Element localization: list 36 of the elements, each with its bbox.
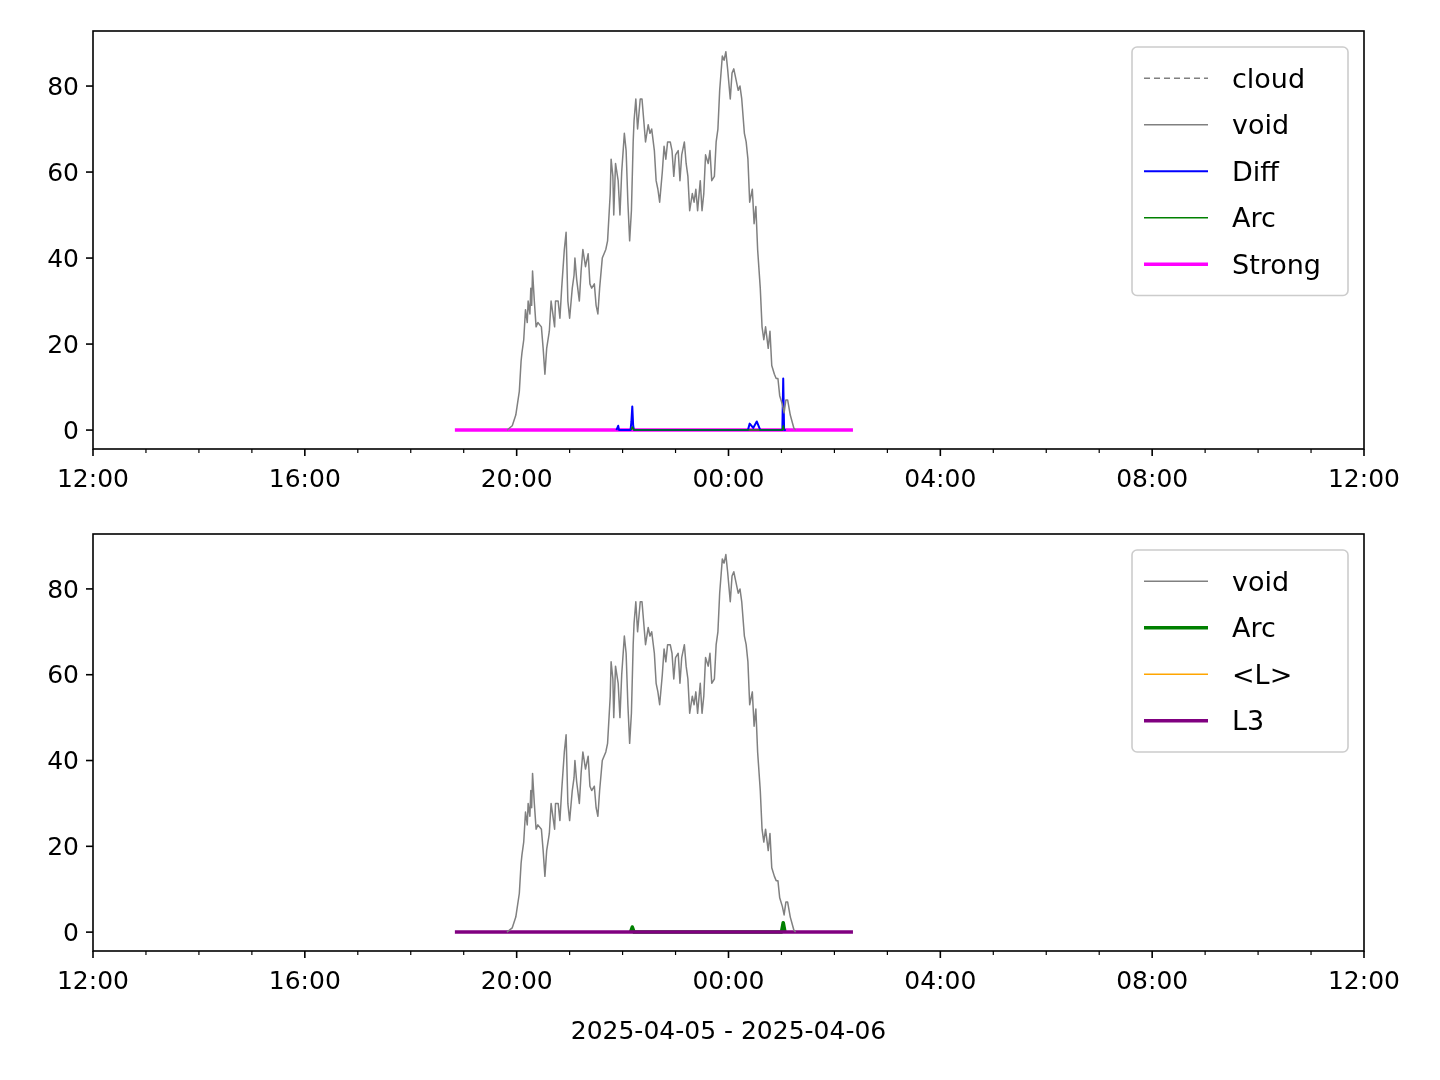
legend-label: void — [1232, 109, 1290, 141]
x-tick-label: 04:00 — [904, 966, 977, 995]
x-tick-label: 08:00 — [1116, 966, 1189, 995]
y-tick-label: 0 — [63, 917, 79, 947]
y-tick-label: 20 — [47, 832, 79, 862]
legend-label: L3 — [1232, 705, 1265, 737]
legend-label: Arc — [1232, 202, 1276, 234]
y-tick-label: 40 — [47, 243, 79, 273]
x-tick-label: 12:00 — [1327, 966, 1401, 995]
y-tick-label: 60 — [47, 660, 79, 690]
x-tick-label: 08:00 — [1116, 464, 1189, 493]
x-tick-label: 00:00 — [692, 464, 765, 493]
legend-label: Diff — [1232, 155, 1281, 187]
x-tick-label: 16:00 — [268, 966, 341, 995]
y-tick-label: 60 — [47, 157, 79, 187]
legend-label: Strong — [1232, 248, 1322, 280]
x-tick-label: 20:00 — [480, 464, 553, 493]
x-tick-label: 12:00 — [56, 464, 130, 493]
line-series — [506, 553, 797, 933]
legend-label: Arc — [1232, 612, 1276, 644]
x-axis-title: 2025-04-05 - 2025-04-06 — [570, 1016, 887, 1045]
x-tick-label: 20:00 — [480, 966, 553, 995]
x-tick-label: 04:00 — [904, 464, 977, 493]
legend-label: cloud — [1232, 62, 1306, 94]
y-tick-label: 40 — [47, 746, 79, 776]
x-tick-label: 16:00 — [268, 464, 341, 493]
legend-label: <L> — [1232, 658, 1293, 690]
y-tick-label: 80 — [47, 574, 79, 604]
line-series — [506, 50, 797, 431]
x-tick-label: 12:00 — [56, 966, 130, 995]
x-tick-label: 12:00 — [1327, 464, 1401, 493]
legend-label: void — [1232, 565, 1290, 597]
y-tick-label: 0 — [63, 415, 79, 445]
y-tick-label: 20 — [47, 329, 79, 359]
y-tick-label: 80 — [47, 71, 79, 101]
x-tick-label: 00:00 — [692, 966, 765, 995]
